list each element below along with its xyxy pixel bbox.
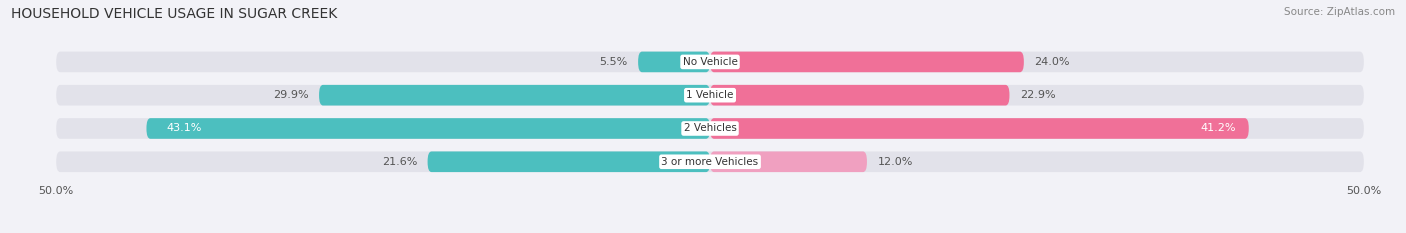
FancyBboxPatch shape <box>146 118 710 139</box>
Text: 3 or more Vehicles: 3 or more Vehicles <box>661 157 759 167</box>
Text: No Vehicle: No Vehicle <box>682 57 738 67</box>
FancyBboxPatch shape <box>319 85 710 106</box>
Text: 12.0%: 12.0% <box>877 157 912 167</box>
FancyBboxPatch shape <box>56 151 1364 172</box>
FancyBboxPatch shape <box>56 85 1364 106</box>
Text: 2 Vehicles: 2 Vehicles <box>683 123 737 134</box>
Text: 41.2%: 41.2% <box>1201 123 1236 134</box>
Text: Source: ZipAtlas.com: Source: ZipAtlas.com <box>1284 7 1395 17</box>
Text: 22.9%: 22.9% <box>1019 90 1056 100</box>
Text: 1 Vehicle: 1 Vehicle <box>686 90 734 100</box>
Text: 29.9%: 29.9% <box>273 90 308 100</box>
Text: 24.0%: 24.0% <box>1035 57 1070 67</box>
Text: 5.5%: 5.5% <box>599 57 627 67</box>
FancyBboxPatch shape <box>638 51 710 72</box>
FancyBboxPatch shape <box>56 118 1364 139</box>
FancyBboxPatch shape <box>710 51 1024 72</box>
Text: 21.6%: 21.6% <box>382 157 418 167</box>
Text: HOUSEHOLD VEHICLE USAGE IN SUGAR CREEK: HOUSEHOLD VEHICLE USAGE IN SUGAR CREEK <box>11 7 337 21</box>
FancyBboxPatch shape <box>427 151 710 172</box>
FancyBboxPatch shape <box>710 151 868 172</box>
FancyBboxPatch shape <box>710 118 1249 139</box>
Text: 43.1%: 43.1% <box>166 123 201 134</box>
FancyBboxPatch shape <box>56 51 1364 72</box>
FancyBboxPatch shape <box>710 85 1010 106</box>
